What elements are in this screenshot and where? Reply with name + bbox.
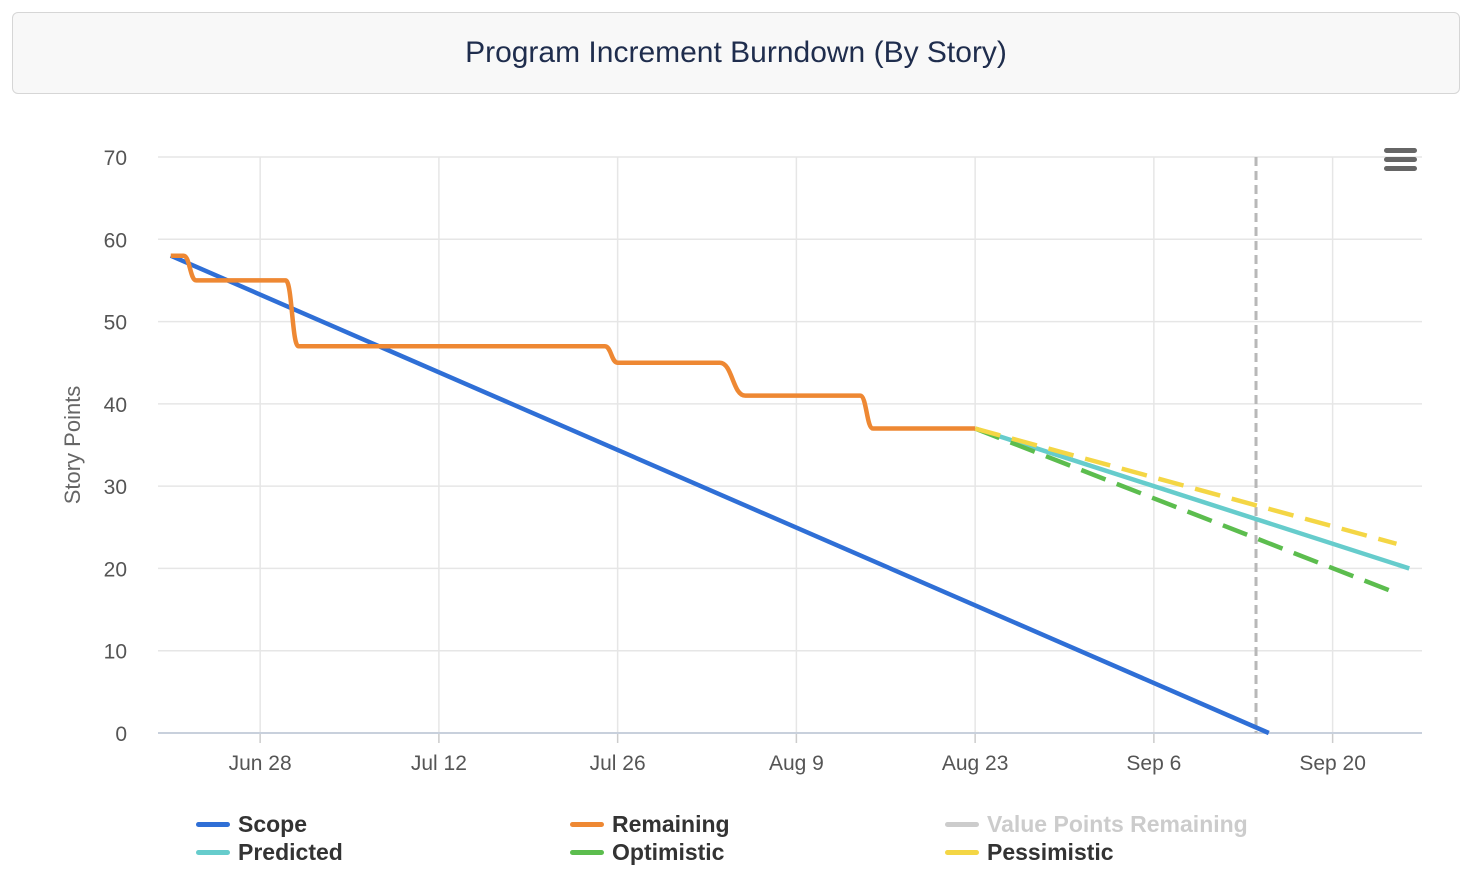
legend-item-remaining[interactable]: Remaining: [570, 810, 730, 838]
series-line-pessimistic: [974, 426, 1398, 546]
legend-swatch-value-points-remaining: [945, 821, 979, 827]
y-tick-label: 10: [104, 641, 127, 664]
x-tick-label: Aug 9: [769, 752, 824, 775]
legend-swatch-scope: [196, 821, 230, 827]
y-tick-label: 20: [104, 558, 127, 581]
y-tick-label: 70: [104, 147, 127, 170]
chart-legend: Scope Remaining Value Points Remaining P…: [196, 810, 1346, 874]
y-tick-label: 40: [104, 394, 127, 417]
legend-item-pessimistic[interactable]: Pessimistic: [945, 838, 1114, 866]
x-tick-label: Jul 12: [411, 752, 467, 775]
y-tick-label: 60: [104, 229, 127, 252]
y-tick-label: 50: [104, 312, 127, 335]
x-tick-label: Sep 20: [1299, 752, 1366, 775]
x-tick-label: Jun 28: [229, 752, 292, 775]
legend-label-pessimistic: Pessimistic: [987, 838, 1114, 865]
x-tick-label: Aug 23: [942, 752, 1009, 775]
y-axis-title: Story Points: [60, 386, 85, 505]
x-tick-label: Sep 6: [1126, 752, 1181, 775]
legend-label-optimistic: Optimistic: [612, 838, 725, 865]
hamburger-menu-icon[interactable]: [1378, 140, 1422, 180]
legend-swatch-pessimistic: [945, 849, 979, 855]
legend-label-scope: Scope: [238, 810, 308, 837]
x-tick-label: Jul 26: [590, 752, 646, 775]
burndown-chart: 0 10 20 30 40 50 60 70 Jun 28 Jul 12 Jul 26 Aug 9 Au…: [60, 147, 1422, 775]
legend-item-value-points-remaining[interactable]: Value Points Remaining: [945, 810, 1248, 838]
legend-label-remaining: Remaining: [612, 810, 730, 837]
chart-title: Program Increment Burndown (By Story): [465, 36, 1007, 69]
legend-item-optimistic[interactable]: Optimistic: [570, 838, 724, 866]
series-line-scope: [169, 253, 1270, 736]
legend-swatch-remaining: [570, 821, 604, 827]
legend-item-scope[interactable]: Scope: [196, 810, 307, 838]
legend-swatch-predicted: [196, 849, 230, 855]
legend-item-predicted[interactable]: Predicted: [196, 838, 343, 866]
legend-label-predicted: Predicted: [238, 838, 343, 865]
legend-label-value-points-remaining: Value Points Remaining: [987, 810, 1248, 837]
y-tick-label: 0: [115, 723, 127, 746]
series-line-remaining: [170, 253, 976, 431]
legend-swatch-optimistic: [570, 849, 604, 855]
series-line-predicted: [974, 426, 1410, 571]
y-tick-label: 30: [104, 476, 127, 499]
chart-title-bar: Program Increment Burndown (By Story): [12, 12, 1460, 94]
